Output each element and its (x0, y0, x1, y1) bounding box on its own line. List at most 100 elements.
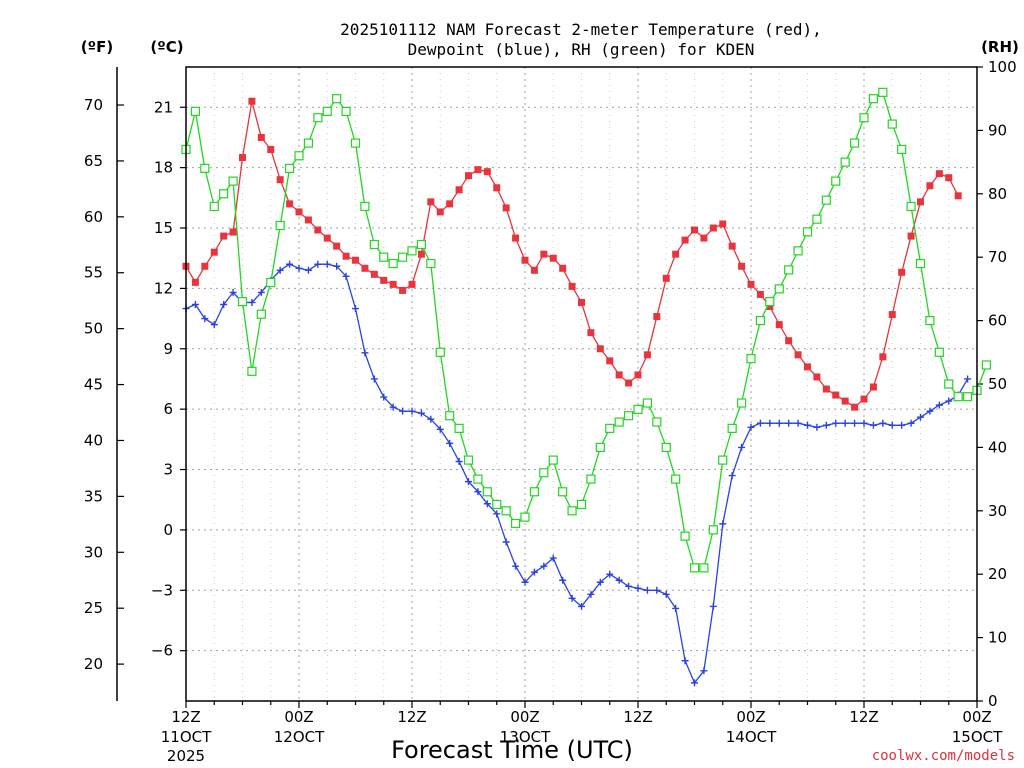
rh-marker (595, 442, 605, 452)
rh-marker (190, 106, 201, 116)
rh-marker (727, 423, 737, 433)
dewpoint-marker (323, 260, 331, 268)
temperature-marker (257, 133, 265, 141)
rh-marker (849, 138, 860, 148)
rh-marker (332, 94, 342, 104)
fahrenheit-tick-label: 50 (84, 320, 103, 338)
time-tick-label: 12Z (397, 708, 426, 726)
temperature-marker (587, 329, 595, 337)
temperature-marker (728, 242, 736, 250)
dewpoint-marker (502, 538, 510, 546)
rh-marker (774, 284, 784, 294)
dewpoint-marker (785, 419, 793, 427)
rh-marker (925, 316, 935, 326)
dewpoint-marker (408, 407, 416, 415)
series-line (185, 263, 969, 685)
dewpoint-marker (747, 423, 755, 431)
temperature-marker (502, 204, 510, 212)
rh-marker (661, 442, 671, 452)
rh-marker (962, 392, 973, 402)
time-tick-label: 12Z (171, 708, 200, 726)
rh-marker (887, 119, 897, 129)
rh-marker (360, 201, 370, 212)
rh-marker (906, 201, 916, 212)
temperature-marker (465, 172, 472, 180)
rh-marker (228, 176, 238, 186)
temperature-marker (747, 280, 755, 288)
dewpoint-marker (719, 520, 727, 528)
temperature-marker (596, 345, 604, 353)
rh-marker (379, 252, 389, 262)
temperature-marker (191, 278, 199, 286)
dewpoint-marker (681, 657, 689, 665)
temperature-marker (361, 264, 369, 272)
rh-marker (275, 220, 285, 231)
rh-marker (473, 474, 483, 484)
dewpoint-marker (813, 423, 821, 431)
temperature-marker (455, 186, 463, 194)
dewpoint-marker (446, 439, 454, 447)
time-tick-year: 2025 (167, 747, 205, 765)
rh-tick-label: 80 (988, 185, 1007, 203)
time-tick-label: 12Z (849, 708, 878, 726)
time-tick-date: 13OCT (500, 728, 551, 746)
dewpoint-marker (417, 409, 425, 417)
rh-tick-label: 20 (988, 565, 1007, 583)
temperature-marker (210, 248, 218, 256)
rh-marker (605, 423, 615, 433)
time-tick-date: 14OCT (726, 728, 777, 746)
dewpoint-marker (521, 578, 529, 586)
rh-marker (765, 296, 775, 307)
rh-tick-label: 90 (988, 121, 1007, 139)
rh-marker (944, 379, 954, 389)
rh-marker (652, 417, 662, 427)
rh-marker (614, 417, 624, 427)
credit-text: coolwx.com/models (872, 748, 1015, 764)
fahrenheit-tick-label: 30 (84, 543, 103, 561)
temperature-marker (568, 282, 576, 290)
fahrenheit-tick-label: 45 (84, 376, 103, 394)
temperature-marker (201, 262, 209, 270)
temperature-marker (549, 254, 557, 262)
dewpoint-marker (540, 562, 548, 570)
temperature-marker (888, 311, 896, 319)
dewpoint-marker (672, 604, 680, 612)
rh-marker (426, 258, 436, 269)
dewpoint-marker (286, 260, 294, 268)
dewpoint-marker (634, 584, 642, 592)
dewpoint-marker (596, 578, 604, 586)
dewpoint-marker (964, 375, 972, 383)
rh-marker (529, 487, 540, 497)
rh-marker (322, 106, 332, 116)
rh-marker (576, 499, 587, 510)
fahrenheit-tick-label: 65 (84, 152, 103, 170)
celsius-tick-label: 9 (163, 340, 173, 358)
temperature-marker (512, 234, 520, 242)
dewpoint-marker (851, 419, 859, 427)
temperature-marker (530, 266, 538, 274)
rh-marker (878, 87, 888, 97)
rh-marker (831, 176, 841, 186)
celsius-tick-label: 0 (163, 521, 173, 539)
dewpoint-marker (342, 272, 350, 280)
temperature-marker (229, 228, 237, 236)
rh-marker (802, 227, 813, 237)
rh-marker (558, 487, 568, 497)
rh-marker (934, 347, 944, 357)
dewpoint-marker (860, 419, 868, 427)
temperature-marker (323, 234, 331, 242)
dewpoint-marker (794, 419, 802, 427)
celsius-tick-label: −6 (151, 642, 173, 660)
celsius-tick-label: 15 (154, 219, 173, 237)
rh-marker (303, 138, 314, 148)
chart-title-line2: Dewpoint (blue), RH (green) for KDEN (408, 40, 755, 59)
temperature-marker (719, 220, 727, 228)
rh-marker (435, 347, 445, 357)
time-tick-date: 11OCT (161, 728, 212, 746)
dewpoint-marker (643, 586, 651, 594)
temperature-marker (917, 198, 924, 206)
rh-marker (859, 113, 869, 123)
temperature-marker (945, 174, 953, 182)
dewpoint-marker (314, 260, 322, 268)
